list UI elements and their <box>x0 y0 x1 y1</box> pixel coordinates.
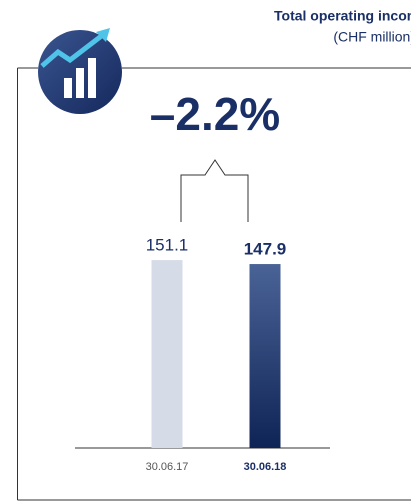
icon <box>38 28 122 114</box>
x-tick-label: 30.06.17 <box>146 461 189 473</box>
bracket <box>180 159 249 222</box>
chart-subtitle: (CHF million) <box>333 29 411 45</box>
chart-title: Total operating income <box>274 8 411 24</box>
data-label: 147.9 <box>244 240 287 259</box>
annotation: –2.2% <box>150 88 280 140</box>
bar <box>249 264 281 448</box>
x-tick-label: 30.06.18 <box>244 461 287 473</box>
bar <box>151 260 183 448</box>
data-label: 151.1 <box>146 236 189 255</box>
frame <box>17 67 411 501</box>
